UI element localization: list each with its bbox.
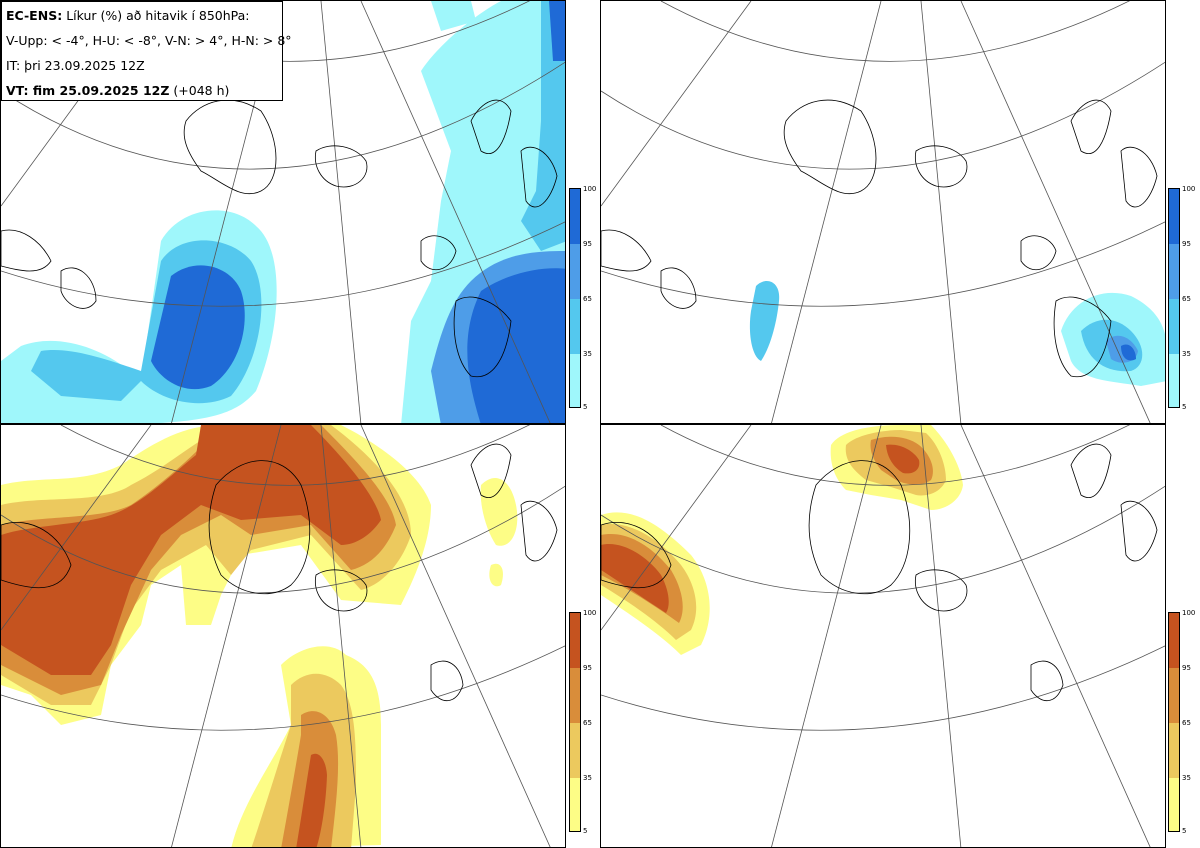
cbar-tick: 65 (1182, 719, 1191, 727)
map-panel-bottom-left (0, 424, 566, 848)
cbar-tick: 35 (583, 350, 592, 358)
probability-shading (601, 425, 963, 655)
lead-time: (+048 h) (173, 83, 230, 98)
graticule (1, 1, 565, 423)
cbar-tick: 100 (1182, 609, 1196, 617)
cbar-tick: 5 (583, 403, 588, 411)
colorbar-cold-right (1168, 188, 1180, 408)
cbar-tick: 65 (583, 719, 592, 727)
probability-shading (749, 281, 1165, 386)
cbar-tick: 95 (583, 240, 592, 248)
cbar-tick: 35 (1182, 350, 1191, 358)
cbar-tick: 100 (1182, 185, 1196, 193)
map-panel-top-left: EC-ENS: Líkur (%) að hitavik í 850hPa: V… (0, 0, 566, 424)
cbar-tick: 65 (583, 295, 592, 303)
title-bold: EC-ENS: (6, 8, 63, 23)
cbar-tick: 95 (583, 664, 592, 672)
map-panel-bottom-right (600, 424, 1166, 848)
cbar-tick: 95 (1182, 240, 1191, 248)
probability-shading (1, 425, 518, 847)
valid-time: VT: fim 25.09.2025 12Z (6, 83, 170, 98)
cbar-tick: 5 (1182, 827, 1187, 835)
colorbar-cold-left (569, 188, 581, 408)
colorbar-warm-left (569, 612, 581, 832)
coastlines (1, 443, 558, 702)
cbar-tick: 5 (583, 827, 588, 835)
cbar-tick: 100 (583, 185, 597, 193)
coastlines (601, 99, 1158, 378)
map-panel-top-right (600, 0, 1166, 424)
graticule (601, 1, 1165, 423)
cbar-tick: 35 (583, 774, 592, 782)
thresholds-line: V-Upp: < -4°, H-U: < -8°, V-N: > 4°, H-N… (6, 33, 292, 48)
colorbar-warm-right (1168, 612, 1180, 832)
graticule (601, 425, 1165, 847)
forecast-info-box: EC-ENS: Líkur (%) að hitavik í 850hPa: V… (1, 1, 292, 101)
cbar-tick: 65 (1182, 295, 1191, 303)
cbar-tick: 35 (1182, 774, 1191, 782)
probability-shading (1, 1, 565, 423)
valid-time-line: VT: fim 25.09.2025 12Z (+048 h) (6, 83, 229, 98)
cbar-tick: 5 (1182, 403, 1187, 411)
graticule (1, 425, 565, 847)
cbar-tick: 95 (1182, 664, 1191, 672)
initial-time: IT: þri 23.09.2025 12Z (6, 58, 145, 73)
title-text: Líkur (%) að hitavik í 850hPa: (66, 8, 250, 23)
cbar-tick: 100 (583, 609, 597, 617)
coastlines (601, 443, 1158, 702)
title-line: EC-ENS: Líkur (%) að hitavik í 850hPa: (6, 8, 250, 23)
